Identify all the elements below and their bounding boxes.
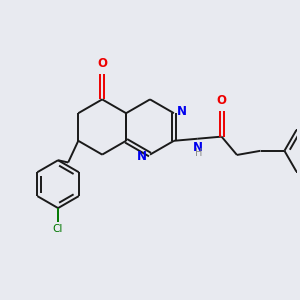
Text: H: H [195,148,203,158]
Text: O: O [97,57,107,70]
Text: N: N [193,142,203,154]
Text: O: O [217,94,226,107]
Text: N: N [137,150,147,163]
Text: Cl: Cl [53,224,63,234]
Text: N: N [177,105,187,118]
